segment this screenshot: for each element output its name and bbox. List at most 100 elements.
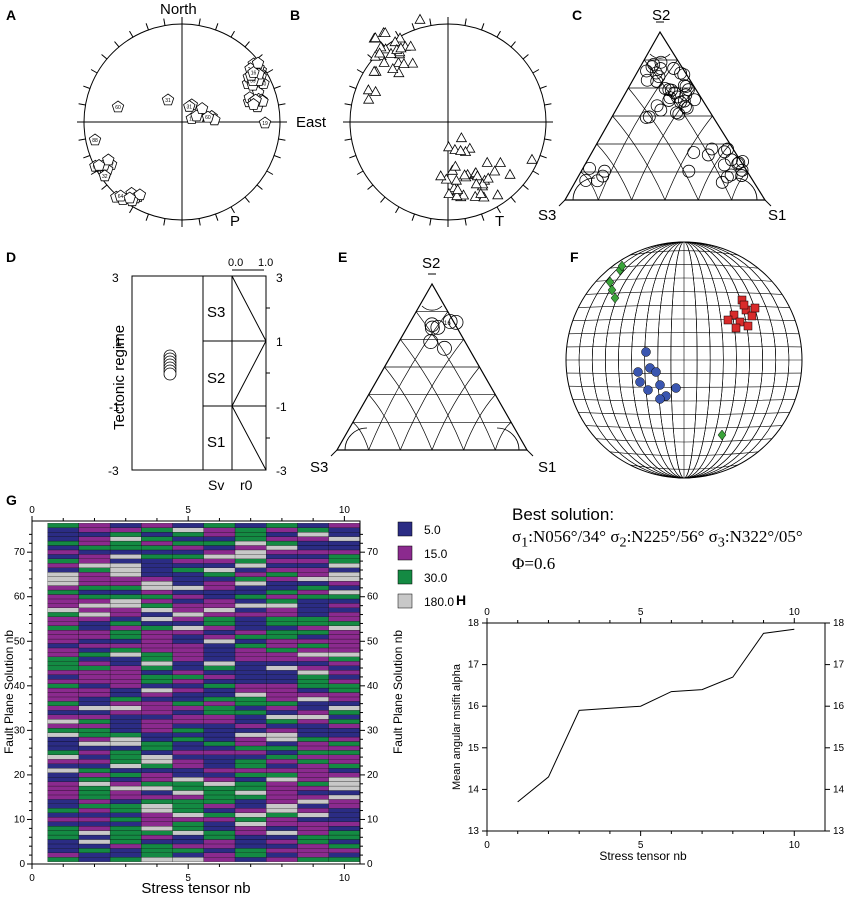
solution-marker <box>701 148 715 162</box>
heatmap-cell <box>234 719 267 724</box>
t-axis-marker <box>435 170 447 181</box>
heatmap-cell <box>172 652 204 657</box>
heatmap-cell <box>234 763 267 769</box>
t-axis-marker <box>407 57 419 68</box>
heatmap-cell <box>266 527 298 533</box>
heatmap-cell <box>234 701 267 706</box>
heatmap-cell <box>203 745 236 751</box>
heatmap-cell <box>47 536 79 542</box>
heatmap-cell <box>266 665 298 671</box>
net-tick <box>198 218 201 226</box>
t-axis-marker <box>489 165 501 176</box>
solution-marker <box>724 168 738 182</box>
heatmap-cell <box>297 790 329 796</box>
heatmap-cell <box>266 736 298 742</box>
t-axis-marker <box>481 156 493 167</box>
ternary-arc <box>496 427 520 451</box>
heatmap-cell <box>297 603 329 608</box>
heatmap-cell <box>109 701 142 706</box>
heatmap-cell <box>266 589 298 595</box>
heatmap-cell <box>109 532 142 537</box>
p-axis-marker <box>114 189 127 202</box>
t-axis-marker <box>362 84 375 95</box>
heatmap-cell <box>234 830 267 836</box>
solution-marker <box>705 142 719 156</box>
heatmap-cell <box>328 705 361 711</box>
heatmap-cell <box>297 732 329 738</box>
heatmap-cell <box>266 714 298 720</box>
heatmap-cells <box>47 523 361 862</box>
heatmap-cell <box>328 741 361 747</box>
net-tick <box>380 196 386 203</box>
heatmap-cell <box>297 781 329 787</box>
heatmap-cell <box>109 661 142 666</box>
panel-e-point-label: 16 <box>444 321 451 327</box>
panel-h-letter: H <box>456 592 466 608</box>
ternary-grid <box>463 394 496 451</box>
heatmap-cell <box>109 799 142 804</box>
panel-d-frame <box>131 275 267 471</box>
heatmap-cell <box>78 799 111 804</box>
heatmap-cell <box>47 843 79 849</box>
ternary-grid <box>643 59 732 201</box>
t-axis-marker <box>455 132 468 143</box>
heatmap-cell <box>78 665 111 671</box>
heatmap-cell <box>234 607 267 613</box>
t-axis-marker <box>475 187 487 198</box>
heatmap-cell <box>328 759 361 764</box>
heatmap-cell <box>328 852 361 858</box>
heatmap-cell <box>328 785 361 791</box>
net-tick <box>522 184 529 190</box>
heatmap-ylabel-right: Fault Plane Solution nb <box>391 630 405 754</box>
ternary-arc <box>344 427 368 451</box>
heatmap-cell <box>172 754 204 760</box>
regime-marker <box>163 367 177 381</box>
heatmap-cell <box>203 692 236 698</box>
wulff-parallel <box>568 332 800 335</box>
wulff-parallel <box>585 291 783 295</box>
heatmap-cell <box>78 719 111 724</box>
net-tick <box>344 138 352 141</box>
heatmap-cell <box>328 772 361 778</box>
panel-a: A North East P 1170316088365028135924162… <box>6 1 327 230</box>
heatmap-cell <box>47 754 79 760</box>
line-ytick-label-right: 14 <box>833 784 845 795</box>
heatmap-cell <box>78 692 111 698</box>
heatmap-cell <box>328 754 361 760</box>
t-axis-marker <box>451 190 463 201</box>
heatmap-cell <box>78 772 111 778</box>
sigma2-marker <box>655 394 665 404</box>
heatmap-cell <box>266 594 298 600</box>
wulff-parallel <box>572 399 796 402</box>
heatmap-cell <box>203 567 236 573</box>
net-tick <box>510 196 516 203</box>
heatmap-cell <box>297 736 329 742</box>
heatmap-cell <box>234 754 267 760</box>
heatmap-cell <box>109 545 142 551</box>
solution-marker <box>674 66 687 80</box>
heatmap-cell <box>234 692 267 698</box>
heatmap-cell <box>203 625 236 631</box>
heatmap-cell <box>328 670 361 675</box>
heatmap-cell <box>109 830 142 836</box>
heatmap-cell <box>141 656 173 662</box>
net-tick <box>539 85 547 89</box>
heatmap-cell <box>172 745 204 751</box>
heatmap-cell <box>141 621 173 626</box>
heatmap-cell <box>172 598 204 604</box>
heatmap-cell <box>234 647 267 653</box>
wulff-parallel <box>568 385 800 388</box>
heatmap-cell <box>266 638 298 644</box>
solution-marker <box>654 62 668 75</box>
heatmap-cell <box>266 826 298 831</box>
heatmap-cell <box>78 523 111 528</box>
heatmap-cell <box>47 625 79 631</box>
solution-marker <box>682 164 696 178</box>
heatmap-cell <box>266 616 298 622</box>
net-tick <box>496 30 501 38</box>
heatmap-cell <box>266 732 298 738</box>
heatmap-cell <box>297 670 329 675</box>
heatmap-cell <box>297 714 329 720</box>
heatmap-cell <box>266 563 298 568</box>
p-axis-marker <box>88 133 102 146</box>
